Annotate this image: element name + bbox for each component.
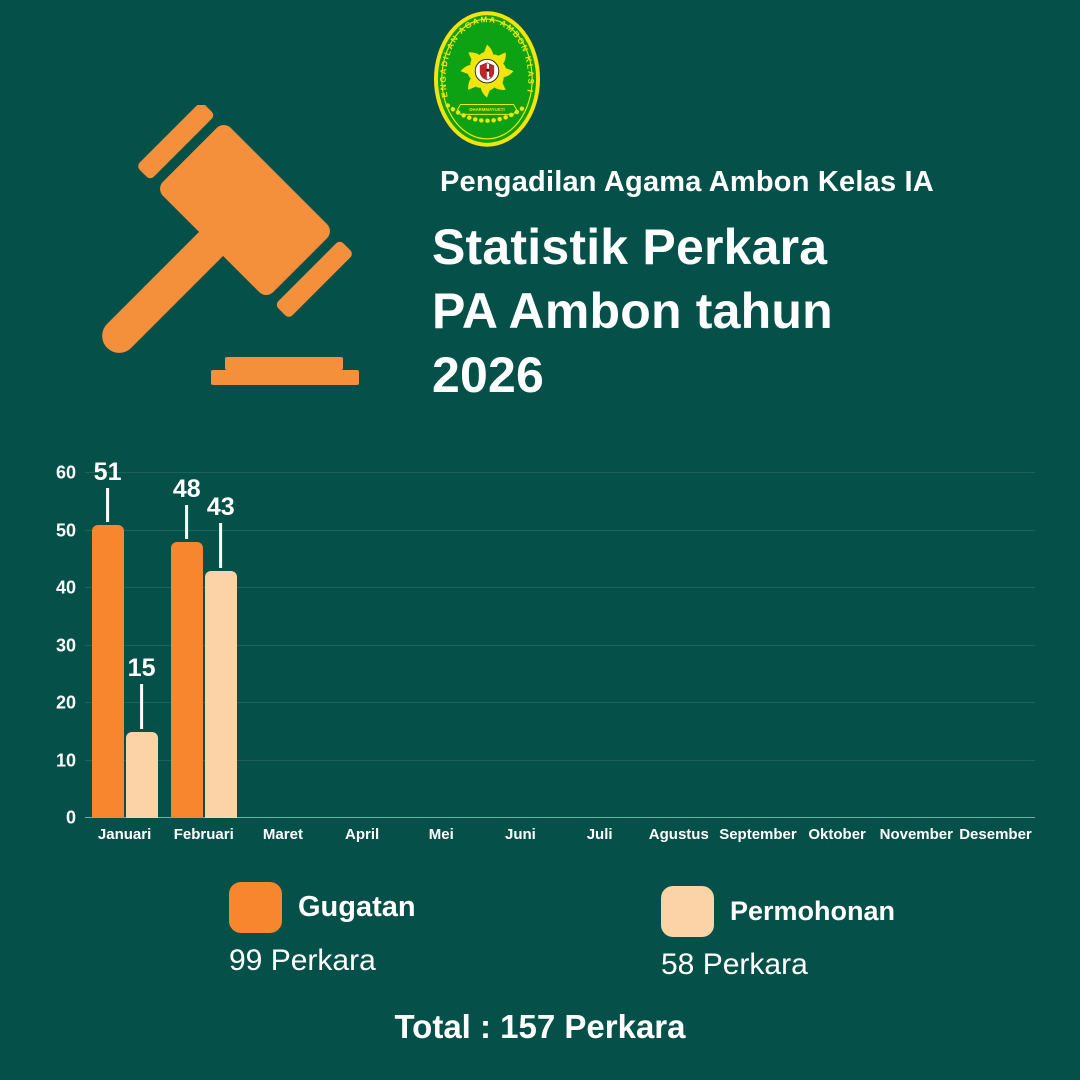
x-tick-label-desember: Desember (959, 826, 1032, 843)
legend-label: Gugatan (298, 891, 416, 923)
x-tick-label-oktober: Oktober (808, 826, 866, 843)
value-label-gugatan-februari: 48 (173, 477, 201, 539)
gridline-50 (85, 529, 1035, 531)
bar-gugatan-januari (91, 524, 124, 818)
callout-line (140, 683, 143, 729)
x-tick-label-juni: Juni (505, 826, 536, 843)
value-label-permohonan-januari: 15 (127, 653, 156, 729)
callout-line (106, 487, 109, 522)
court-logo: PENGADILAN AGAMA AMBON KLAS I A (433, 10, 541, 147)
x-tick-label-april: April (345, 826, 380, 843)
x-tick-label-september: September (719, 826, 797, 843)
x-axis: Januari Februari Maret April Mei Juni Juli Agus… (85, 818, 1035, 843)
value-text: 51 (93, 457, 122, 486)
x-tick-label-januari: Januari (97, 826, 152, 843)
y-tick-label-20: 20 (55, 692, 76, 713)
gavel-icon (102, 105, 359, 385)
value-label-permohonan-februari: 43 (206, 492, 235, 568)
x-tick-label-maret: Maret (262, 826, 303, 843)
page-title: Statistik Perkara PA Ambon tahun 2026 (432, 215, 992, 407)
permohonan-swatch-icon (661, 886, 714, 937)
svg-text:DHARMMAYUKTI: DHARMMAYUKTI (469, 107, 504, 112)
callout-line (185, 505, 188, 539)
header: Pengadilan Agama Ambon Kelas IA Statisti… (432, 166, 992, 407)
value-text: 48 (172, 475, 201, 503)
legend-item-permohonan: Permohonan 58 Perkara (661, 886, 895, 982)
logo-banner: DHARMMAYUKTI (456, 104, 518, 115)
x-tick-label-mei: Mei (428, 826, 454, 843)
gridline-10 (85, 759, 1035, 761)
value-text: 43 (206, 492, 235, 521)
bar-gugatan-februari (170, 542, 203, 818)
y-tick-label-0: 0 (65, 807, 76, 828)
logo-inner-ring (441, 18, 533, 140)
value-label-gugatan-januari: 51 (93, 457, 122, 522)
y-tick-label-30: 30 (55, 635, 76, 655)
plot-area: 51 15 48 43 (85, 459, 1035, 818)
y-axis: 0 10 20 30 40 50 60 (0, 463, 76, 828)
gridline-20 (85, 702, 1035, 703)
y-tick-label-10: 10 (55, 750, 76, 770)
logo-wreath (454, 38, 520, 104)
bar-permohonan-februari (204, 570, 237, 818)
bar-permohonan-januari (125, 731, 158, 818)
callout-line (219, 522, 222, 568)
legend-count: 58 Perkara (661, 948, 808, 981)
legend-item-gugatan: Gugatan 99 Perkara (229, 882, 416, 978)
gridline-40 (85, 587, 1035, 588)
x-tick-label-november: November (879, 826, 953, 843)
x-tick-label-februari: Februari (173, 826, 234, 843)
x-tick-label-agustus: Agustus (648, 826, 709, 843)
page-subtitle: Pengadilan Agama Ambon Kelas IA (440, 166, 934, 198)
total-summary: Total : 157 Perkara (394, 1008, 686, 1045)
y-tick-label-60: 60 (55, 462, 76, 483)
title-line-2: PA Ambon tahun (432, 283, 833, 339)
gridline-0 (85, 817, 1035, 818)
title-line-3: 2026 (432, 347, 545, 403)
gridline-30 (85, 644, 1035, 646)
logo-prayer-beads (445, 103, 529, 123)
legend-count: 99 Perkara (229, 944, 376, 977)
y-tick-label-50: 50 (55, 520, 76, 540)
x-tick-label-juli: Juli (586, 826, 613, 843)
y-tick-label-40: 40 (55, 577, 76, 598)
title-line-1: Statistik Perkara (432, 219, 828, 275)
legend-label: Permohonan (730, 896, 896, 926)
logo-shield (479, 62, 495, 81)
gugatan-swatch-icon (229, 882, 282, 933)
value-text: 15 (127, 653, 156, 682)
gridline-60 (85, 472, 1035, 473)
